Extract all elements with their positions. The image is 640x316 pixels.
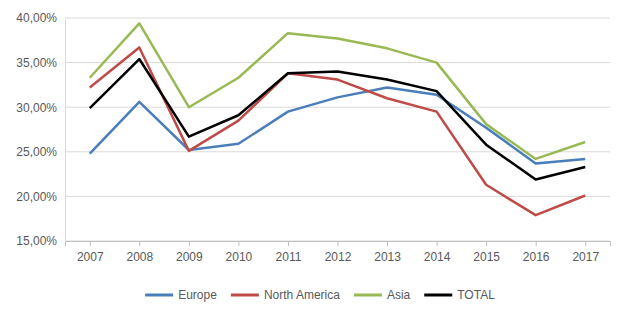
x-tick-label: 2010 bbox=[226, 250, 253, 264]
x-tick-mark bbox=[437, 241, 438, 246]
y-tick: 30,00% bbox=[16, 101, 65, 115]
x-tick-label: 2016 bbox=[523, 250, 550, 264]
x-tick-mark bbox=[288, 241, 289, 246]
legend-item: Asia bbox=[354, 288, 411, 302]
legend-swatch bbox=[145, 294, 173, 297]
y-tick: 25,00% bbox=[16, 145, 65, 159]
x-tick-mark bbox=[238, 241, 239, 246]
x-tick: 2013 bbox=[374, 241, 401, 264]
legend-swatch bbox=[354, 294, 382, 297]
legend-label: Europe bbox=[178, 288, 217, 302]
legend-item: TOTAL bbox=[424, 288, 495, 302]
y-tick-label: 20,00% bbox=[16, 190, 57, 204]
legend-label: TOTAL bbox=[457, 288, 495, 302]
legend-swatch bbox=[424, 294, 452, 297]
y-tick: 35,00% bbox=[16, 56, 65, 70]
x-tick-mark bbox=[536, 241, 537, 246]
x-tick: 2008 bbox=[126, 241, 153, 264]
x-tick: 2014 bbox=[424, 241, 451, 264]
legend-label: North America bbox=[264, 288, 340, 302]
chart: 15,00% 20,00% 25,00% 30,00% 35,00% 40,00% 2007… bbox=[0, 0, 640, 316]
grid-line bbox=[65, 196, 610, 197]
x-tick-label: 2011 bbox=[276, 250, 302, 264]
legend-item: Europe bbox=[145, 288, 217, 302]
y-tick-label: 40,00% bbox=[16, 11, 57, 25]
x-tick-label: 2017 bbox=[572, 250, 599, 264]
x-tick: 2010 bbox=[226, 241, 253, 264]
x-tick-label: 2009 bbox=[176, 250, 203, 264]
x-tick-label: 2015 bbox=[473, 250, 500, 264]
x-tick-label: 2007 bbox=[77, 250, 104, 264]
series-line bbox=[90, 47, 585, 215]
x-tick-label: 2014 bbox=[424, 250, 451, 264]
x-tick: 2011 bbox=[276, 241, 302, 264]
x-tick: 2012 bbox=[325, 241, 352, 264]
y-tick-label: 25,00% bbox=[16, 145, 57, 159]
y-tick: 15,00% bbox=[16, 234, 65, 248]
legend: Europe North America Asia TOTAL bbox=[145, 288, 495, 302]
x-axis: 2007 2008 2009 2010 2011 2012 2013 2014 2015 2016… bbox=[66, 241, 611, 264]
y-tick-label: 30,00% bbox=[16, 101, 57, 115]
y-axis-line bbox=[65, 19, 66, 242]
x-tick-mark bbox=[387, 241, 388, 246]
x-tick: 2015 bbox=[473, 241, 500, 264]
x-tick-label: 2013 bbox=[374, 250, 401, 264]
grid-line bbox=[65, 18, 610, 19]
y-tick-label: 35,00% bbox=[16, 56, 57, 70]
x-tick: 2016 bbox=[523, 241, 550, 264]
x-tick-label: 2012 bbox=[325, 250, 352, 264]
grid bbox=[65, 18, 610, 241]
x-tick-mark bbox=[90, 241, 91, 246]
lines bbox=[90, 23, 585, 215]
y-tick: 20,00% bbox=[16, 190, 65, 204]
x-tick-label: 2008 bbox=[126, 250, 153, 264]
legend-item: North America bbox=[231, 288, 340, 302]
y-tick-label: 15,00% bbox=[16, 234, 57, 248]
x-tick-mark bbox=[338, 241, 339, 246]
y-axis: 15,00% 20,00% 25,00% 30,00% 35,00% 40,00% bbox=[16, 11, 65, 248]
legend-swatch bbox=[231, 294, 259, 297]
x-tick-mark bbox=[585, 241, 586, 246]
x-axis-line bbox=[66, 242, 611, 247]
y-tick: 40,00% bbox=[16, 11, 65, 25]
x-tick-mark bbox=[139, 241, 140, 246]
series-line bbox=[90, 23, 585, 159]
x-tick: 2017 bbox=[572, 241, 599, 264]
x-tick: 2009 bbox=[176, 241, 203, 264]
series-line bbox=[90, 59, 585, 179]
x-tick: 2007 bbox=[77, 241, 104, 264]
grid-line bbox=[65, 151, 610, 152]
x-tick-mark bbox=[486, 241, 487, 246]
legend-label: Asia bbox=[387, 288, 411, 302]
x-tick-mark bbox=[189, 241, 190, 246]
